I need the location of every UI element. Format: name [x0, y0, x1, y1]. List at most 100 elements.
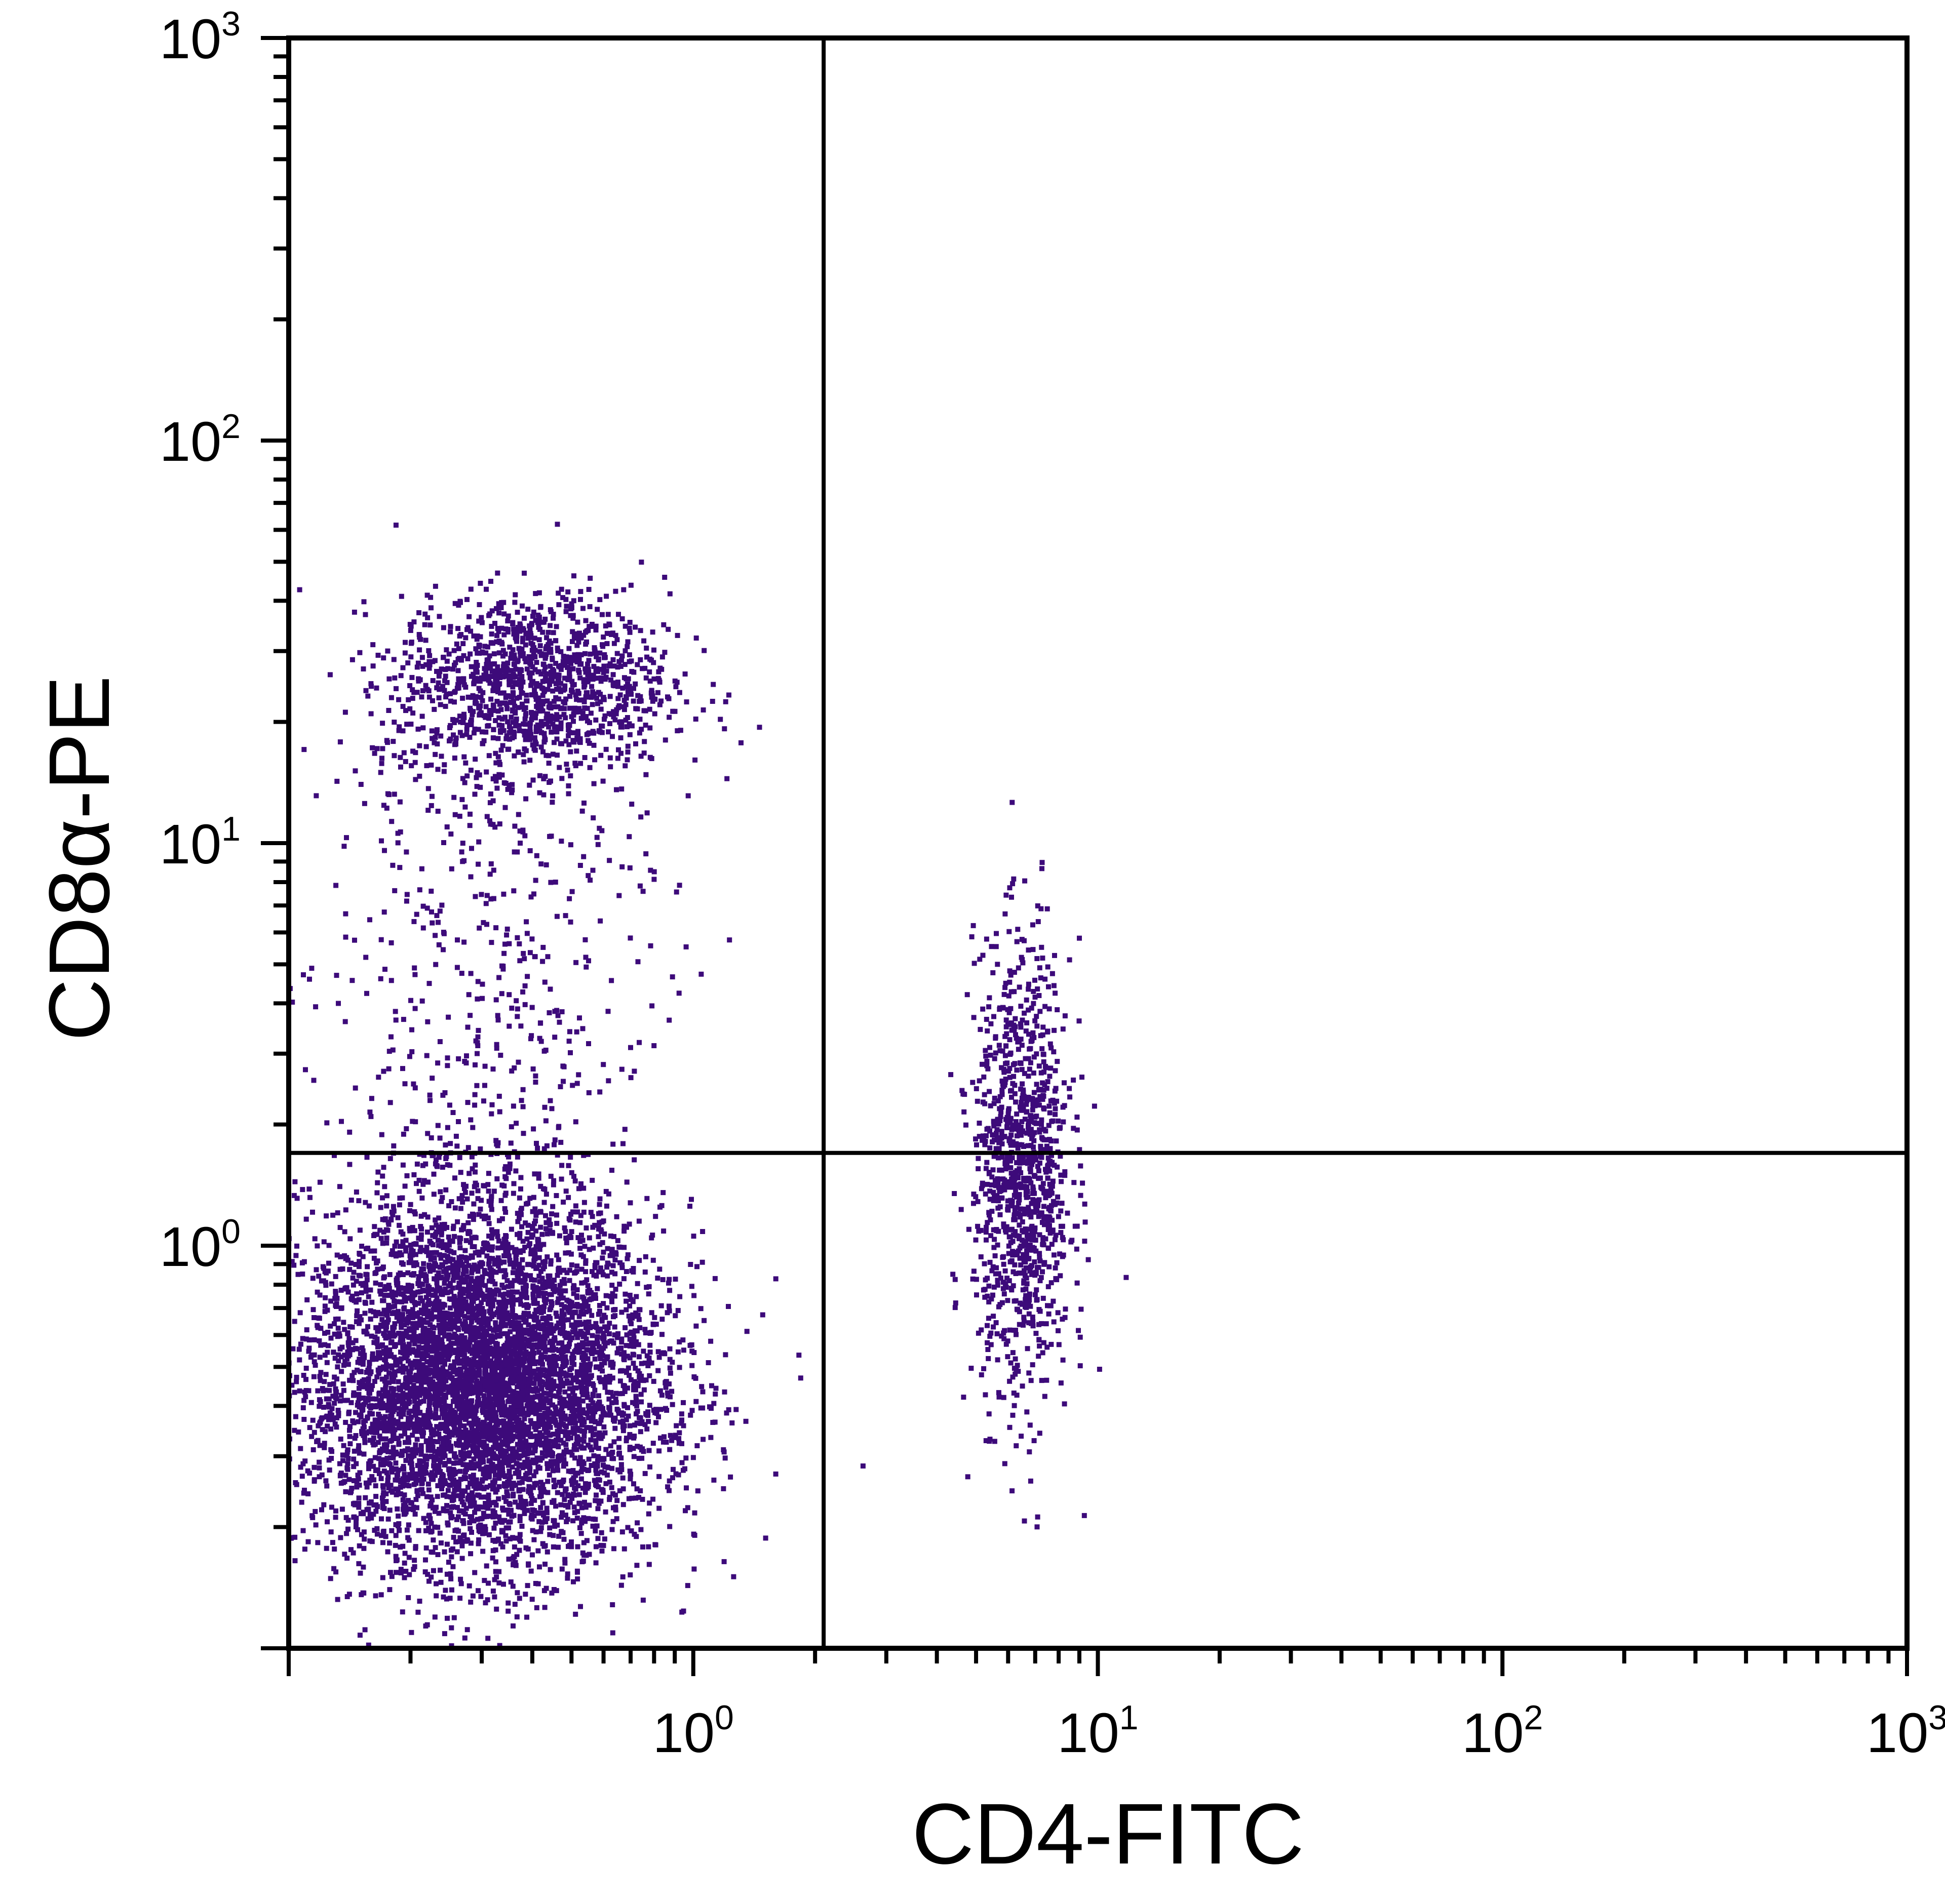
data-point [356, 1504, 362, 1510]
data-point [679, 1441, 684, 1446]
data-point [578, 1604, 583, 1609]
data-point [507, 1425, 513, 1430]
data-point [555, 1467, 561, 1473]
data-point [573, 1219, 578, 1225]
data-point [621, 1245, 627, 1250]
data-point [594, 1365, 599, 1370]
data-point [551, 1393, 556, 1399]
data-point [430, 1292, 436, 1298]
data-point [573, 1611, 578, 1617]
data-point [412, 1512, 418, 1517]
data-point [509, 1372, 514, 1377]
data-point [504, 1489, 510, 1494]
data-point [581, 1351, 587, 1356]
data-point [729, 1420, 735, 1425]
data-point [602, 1324, 607, 1330]
data-point [320, 1427, 325, 1433]
data-point [499, 1403, 505, 1408]
data-point [528, 1568, 534, 1574]
data-point [434, 1250, 439, 1255]
data-point [539, 1520, 545, 1525]
data-point [393, 1554, 399, 1559]
data-point [588, 1325, 593, 1330]
data-point [342, 1327, 347, 1332]
data-point [512, 1369, 517, 1374]
data-point [574, 1375, 579, 1380]
data-point [544, 1321, 550, 1327]
data-point [386, 1286, 392, 1291]
data-point [590, 1269, 595, 1274]
data-point [694, 1443, 700, 1448]
data-point [380, 1575, 385, 1580]
data-point [343, 1473, 348, 1478]
data-point [527, 1331, 532, 1337]
data-point [437, 1252, 442, 1257]
data-point [602, 1464, 608, 1470]
data-point [614, 1406, 620, 1412]
data-point [512, 1065, 517, 1070]
data-point [356, 1264, 362, 1270]
data-point [411, 1332, 417, 1337]
data-point [578, 1531, 584, 1536]
data-point [724, 1410, 729, 1416]
data-point [383, 1327, 388, 1333]
data-point [518, 1208, 524, 1213]
data-point [405, 1383, 410, 1389]
data-point [598, 1328, 603, 1333]
data-point [713, 1385, 719, 1391]
data-point [365, 1516, 371, 1522]
data-point [689, 1363, 695, 1368]
data-point [537, 1334, 542, 1339]
data-point [468, 1430, 474, 1436]
data-point [480, 1249, 485, 1255]
data-point [580, 1419, 586, 1425]
data-point [347, 1424, 353, 1430]
data-point [592, 1222, 598, 1228]
data-point [440, 1455, 446, 1460]
data-point [297, 1357, 302, 1363]
data-point [438, 1567, 443, 1573]
data-point [402, 1511, 408, 1517]
data-point [585, 1411, 590, 1416]
data-point [354, 1461, 359, 1466]
data-point [501, 1381, 507, 1386]
data-point [480, 1274, 485, 1280]
data-point [465, 1220, 471, 1225]
data-point [595, 1506, 601, 1512]
data-point [585, 1395, 590, 1400]
data-point [579, 1280, 585, 1286]
data-point [428, 1344, 434, 1350]
data-point [325, 1350, 330, 1355]
data-point [479, 1278, 485, 1284]
data-point [459, 1499, 465, 1504]
data-point [542, 1328, 548, 1333]
data-point [357, 1633, 363, 1638]
data-point [534, 1455, 540, 1461]
data-point [561, 1324, 566, 1329]
data-point [354, 1279, 359, 1284]
data-point [348, 1400, 354, 1405]
data-point [448, 1448, 454, 1454]
data-point [297, 1310, 303, 1316]
data-point [417, 1410, 422, 1416]
data-point [486, 1401, 491, 1406]
data-point [429, 1521, 434, 1526]
data-point [689, 1197, 694, 1202]
data-point [796, 1353, 802, 1358]
data-point [484, 1484, 490, 1490]
data-point [494, 1418, 499, 1423]
data-point [556, 1544, 561, 1550]
data-point [492, 1260, 497, 1265]
data-point [463, 1299, 469, 1304]
data-point [425, 1446, 431, 1451]
data-point [334, 1424, 339, 1430]
data-point [476, 1212, 482, 1217]
data-point [462, 1189, 468, 1195]
data-point [322, 1353, 328, 1358]
data-point [596, 1234, 601, 1240]
data-point [413, 1359, 418, 1364]
data-point [557, 1390, 562, 1395]
data-point [357, 1380, 362, 1385]
data-point [344, 1453, 349, 1458]
data-point [519, 1212, 524, 1217]
